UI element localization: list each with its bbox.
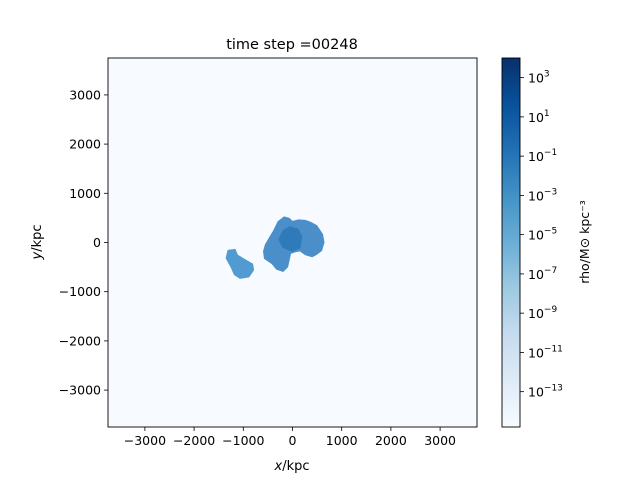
chart-title: time step =00248: [226, 37, 358, 53]
x-tick-label: 1000: [326, 433, 358, 448]
y-tick-label: 0: [93, 235, 101, 250]
x-tick-label: −3000: [124, 433, 166, 448]
y-axis-label: y/kpc: [30, 224, 45, 260]
x-tick-label: −2000: [173, 433, 215, 448]
core-dense: [278, 226, 303, 252]
y-axis: −3000 −2000 −1000 0 1000 2000 3000: [59, 87, 108, 398]
plot-area: [107, 57, 478, 428]
colorbar-tick-label: 10−11: [528, 344, 563, 360]
colorbar-tick-label: 10−9: [528, 305, 557, 321]
y-tick-label: −3000: [59, 383, 101, 398]
colorbar-tick-label: 10−13: [528, 384, 563, 400]
y-axis-label-unit: /kpc: [30, 224, 45, 251]
colorbar-tick-label: 101: [528, 109, 550, 125]
colorbar-label: rho/M⊙ kpc⁻³: [577, 200, 592, 284]
density-field: [225, 216, 325, 279]
x-axis-label-var: x: [273, 459, 282, 474]
y-tick-label: 1000: [69, 186, 101, 201]
y-tick-label: −1000: [59, 284, 101, 299]
secondary-cluster: [225, 248, 255, 279]
colorbar-tick-label: 10−7: [528, 266, 557, 282]
x-tick-label: −1000: [222, 433, 264, 448]
y-axis-label-var: y: [30, 252, 45, 261]
y-tick-label: 3000: [69, 87, 101, 102]
x-axis-label-unit: /kpc: [282, 459, 309, 474]
colorbar-tick-label: 10−1: [528, 148, 557, 164]
colorbar-gradient: [501, 57, 521, 428]
x-axis-label: x/kpc: [273, 459, 309, 474]
colorbar-tick-label: 10−5: [528, 227, 557, 243]
x-axis: −3000 −2000 −1000 0 1000 2000 3000: [124, 427, 456, 448]
colorbar: 103 101 10−1 10−3 10−5 10−7 10−9 10−11 10−13: [501, 57, 563, 428]
colorbar-ticks: 103 101 10−1 10−3 10−5 10−7 10−9 10−11 10−13: [520, 70, 563, 400]
y-tick-label: −2000: [59, 333, 101, 348]
colorbar-tick-label: 103: [528, 70, 550, 86]
x-tick-label: 3000: [424, 433, 456, 448]
x-tick-label: 0: [289, 433, 297, 448]
x-tick-label: 2000: [375, 433, 407, 448]
y-tick-label: 2000: [69, 137, 101, 152]
colorbar-tick-label: 10−3: [528, 187, 557, 203]
